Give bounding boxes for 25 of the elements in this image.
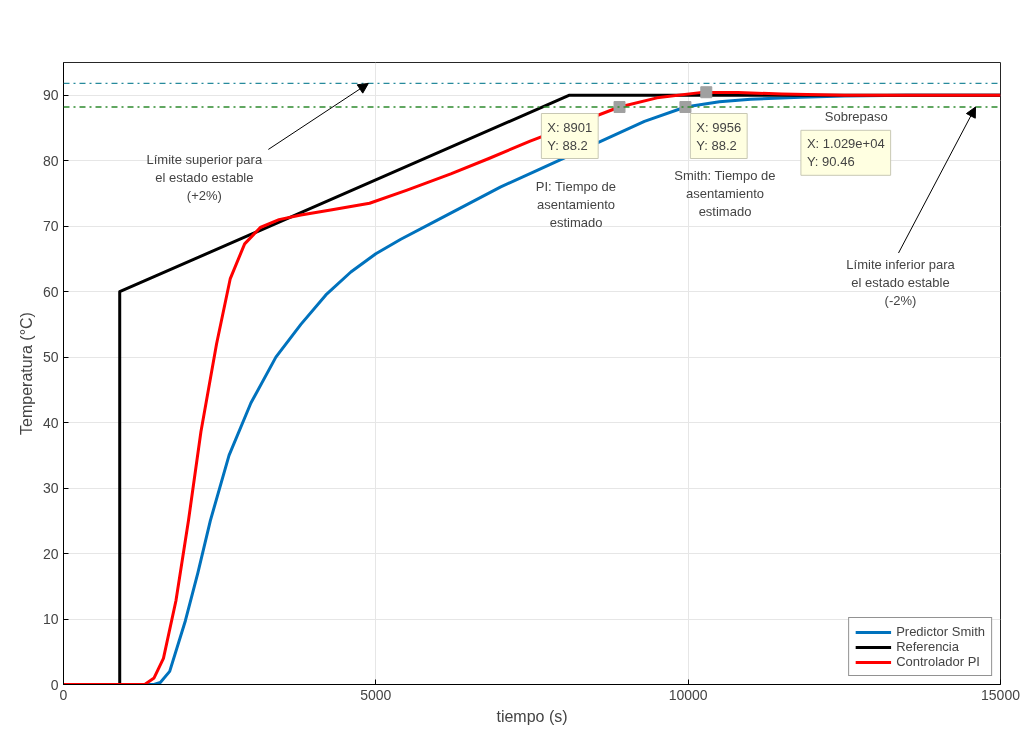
- annotation: X: 8901 Y: 88.2: [547, 119, 593, 153]
- legend-label: Controlador PI: [896, 654, 980, 669]
- legend-label: Predictor Smith: [896, 624, 985, 639]
- y-tick-label: 40: [42, 414, 59, 431]
- y-tick-label: 20: [42, 545, 59, 562]
- x-tick-label: 15000: [981, 686, 1021, 703]
- y-tick-label: 50: [42, 349, 59, 366]
- annotation: PI: Tiempo de asentamiento estimado: [535, 178, 617, 230]
- y-axis-title: Temperatura (°C): [17, 312, 35, 435]
- y-tick-label: 10: [42, 611, 59, 628]
- x-tick-label: 5000: [360, 686, 392, 703]
- y-tick-label: 60: [42, 283, 59, 300]
- annotation: X: 9956 Y: 88.2: [696, 119, 742, 153]
- annotation: Límite superior para el estado estable (+2%): [146, 152, 263, 204]
- legend-label: Referencia: [896, 639, 959, 654]
- x-axis-title: tiempo (s): [496, 707, 568, 725]
- annotation: Sobrepaso: [824, 109, 888, 125]
- y-tick-label: 70: [42, 218, 59, 235]
- annotation: X: 1.029e+04 Y: 90.46: [806, 136, 885, 170]
- y-tick-label: 90: [42, 87, 59, 104]
- x-tick-label: 10000: [668, 686, 708, 703]
- y-tick-label: 30: [42, 480, 59, 497]
- y-tick-label: 80: [42, 152, 59, 169]
- annotation: Smith: Tiempo de asentamiento estimado: [674, 168, 776, 220]
- annotation: Límite inferior para el estado estable (-2%): [846, 257, 956, 309]
